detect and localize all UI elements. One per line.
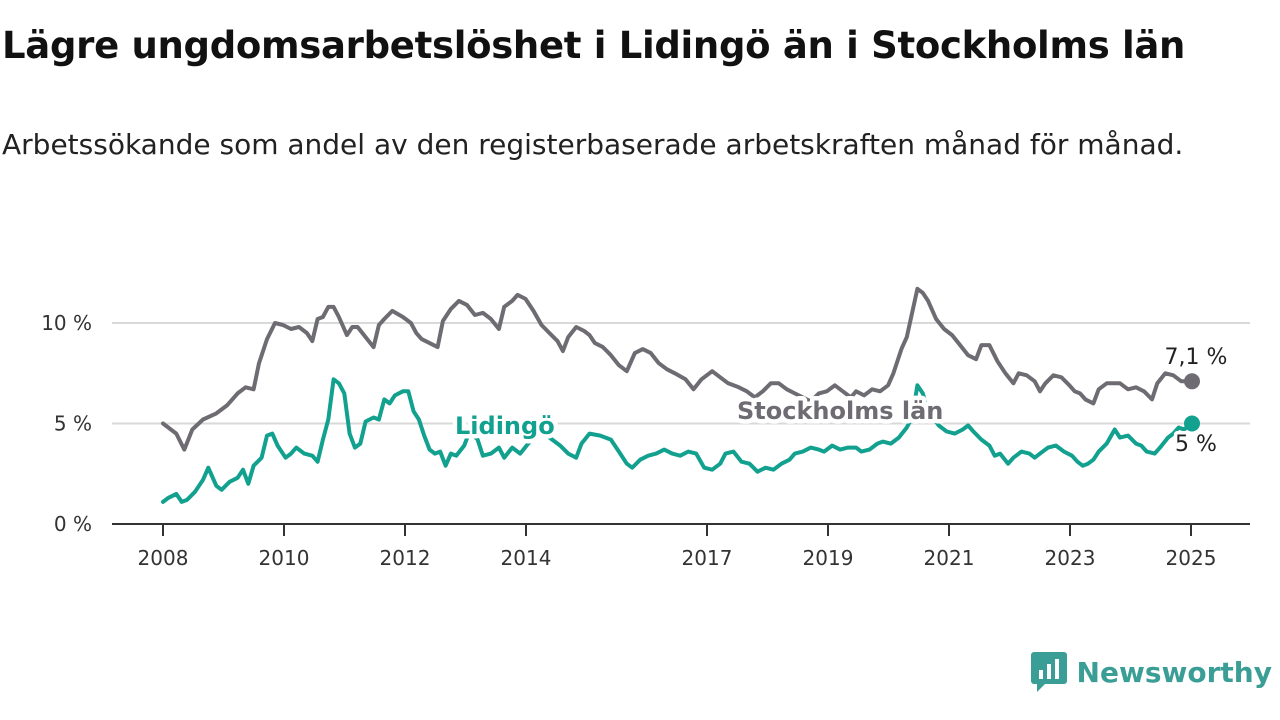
x-axis: 2008 2010 2012 2014 2017 2019 2021 2023 2025	[112, 523, 1250, 570]
line-chart: 2008 2010 2012 2014 2017 2019 2021 2023 2025 0 %…	[41, 286, 1250, 570]
x-tick-label: 2012	[380, 546, 431, 570]
y-axis: 0 % 5 % 10 %	[41, 311, 92, 536]
x-tick-label: 2014	[501, 546, 552, 570]
chart-title: Lägre ungdomsarbetslöshet i Lidingö än i…	[2, 24, 1186, 67]
series-label-stockholms-lan-halo: Stockholms län	[737, 397, 943, 425]
chart-subtitle: Arbetssökande som andel av den registerb…	[2, 128, 1184, 161]
x-tick-label: 2023	[1045, 546, 1096, 570]
series-label-lidingo-halo: Lidingö	[455, 412, 555, 440]
series-label-lidingo: Lidingö	[455, 412, 555, 440]
series-end-point	[1184, 415, 1200, 432]
x-tick-label: 2008	[138, 546, 189, 570]
series-label-stockholms-lan: Stockholms län	[737, 397, 943, 425]
x-tick-label: 2010	[259, 546, 310, 570]
brand-logo: Newsworthy	[1030, 652, 1272, 692]
x-tick-label: 2025	[1166, 546, 1217, 570]
x-tick-label: 2019	[803, 546, 854, 570]
series-line-lidingo	[161, 377, 1194, 504]
y-tick-label: 10 %	[41, 311, 92, 335]
series-end-point	[1184, 373, 1200, 390]
series-line-stockholms-lan	[161, 286, 1194, 452]
y-gridlines	[112, 322, 1250, 425]
newsworthy-logo-icon	[1030, 652, 1067, 692]
end-value-lidingo-halo: 5 %	[1175, 432, 1217, 457]
end-value-lidingo: 5 %	[1175, 432, 1217, 457]
series-lines	[161, 286, 1200, 504]
y-tick-label: 0 %	[54, 512, 92, 536]
y-tick-label: 5 %	[54, 412, 92, 436]
end-value-stockholms-lan-halo: 7,1 %	[1165, 345, 1228, 370]
x-tick-label: 2017	[682, 546, 733, 570]
brand-name: Newsworthy	[1076, 655, 1272, 689]
end-value-stockholms-lan: 7,1 %	[1165, 345, 1228, 370]
x-tick-label: 2021	[924, 546, 975, 570]
